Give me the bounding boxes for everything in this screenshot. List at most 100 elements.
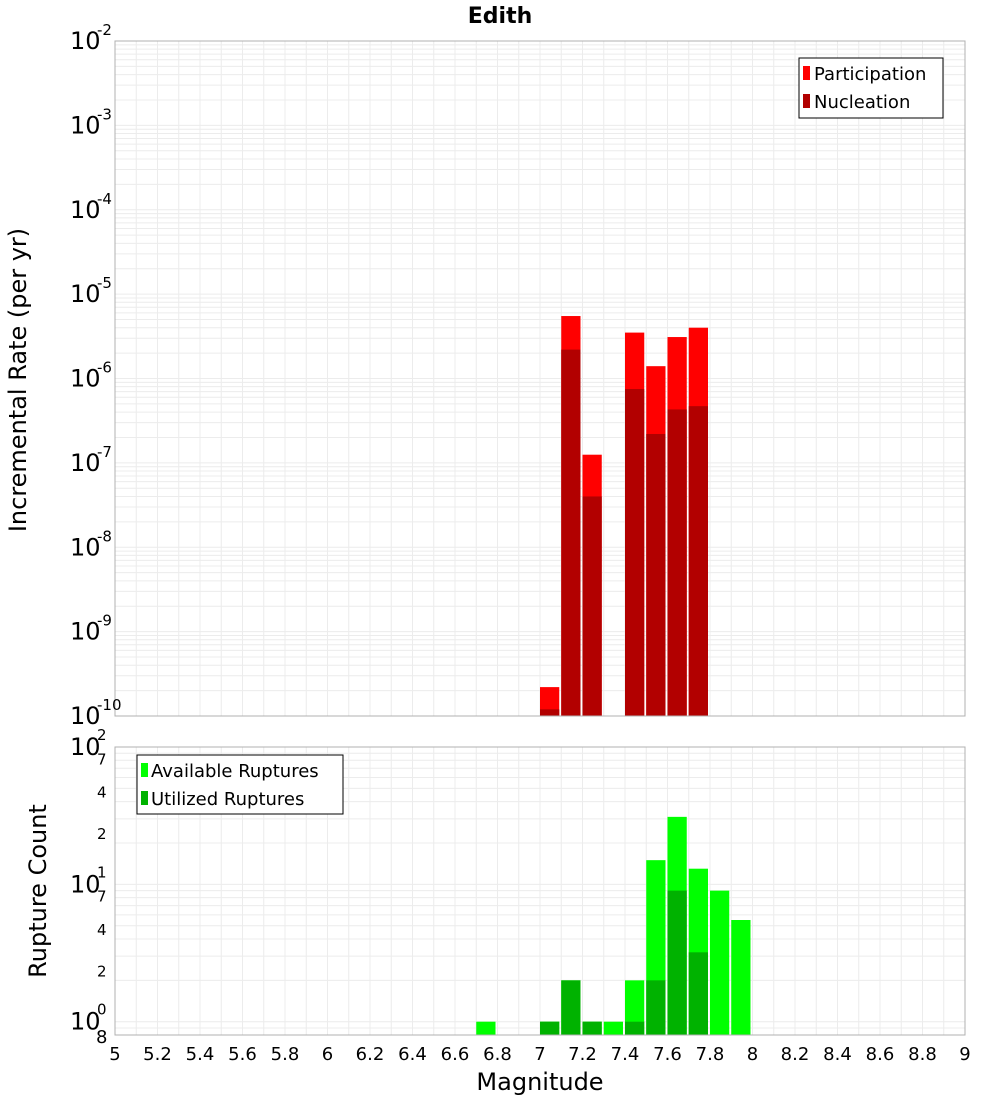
top-y-tick-5: 10-5 bbox=[70, 274, 112, 308]
x-tick-6: 6.2 bbox=[356, 1044, 385, 1065]
top-y-tick-base: 10 bbox=[70, 449, 101, 477]
bottom-y-minor-tick-2: 4 bbox=[97, 921, 107, 939]
rate-bar-1-2 bbox=[582, 496, 602, 716]
x-tick-1: 5.2 bbox=[143, 1044, 172, 1065]
top-y-tick-base: 10 bbox=[70, 280, 101, 308]
top-y-tick-exp: -10 bbox=[97, 696, 122, 714]
bottom-y-minor-tick-0: 8 bbox=[96, 1027, 107, 1048]
count-bar-0-9 bbox=[710, 890, 730, 1035]
x-tick-13: 7.6 bbox=[653, 1044, 682, 1065]
count-bar-1-3 bbox=[625, 1021, 645, 1035]
rate-bar-1-0 bbox=[540, 709, 560, 716]
top-y-tick-base: 10 bbox=[70, 533, 101, 561]
bottom-y-minor-tick-4: 2 bbox=[97, 825, 107, 843]
bottom-y-tick-base: 10 bbox=[70, 733, 101, 761]
count-bar-0-4 bbox=[603, 1021, 623, 1035]
bottom-legend: Available Ruptures Utilized Ruptures bbox=[136, 754, 344, 815]
x-tick-12: 7.4 bbox=[611, 1044, 640, 1065]
x-tick-3: 5.6 bbox=[228, 1044, 257, 1065]
bottom-y-minor-tick-1: 2 bbox=[97, 962, 107, 980]
legend-label-nucleation: Nucleation bbox=[814, 92, 910, 113]
x-tick-4: 5.8 bbox=[271, 1044, 300, 1065]
count-bar-1-1 bbox=[561, 980, 581, 1035]
top-legend-box bbox=[798, 57, 944, 119]
top-gridlines bbox=[114, 41, 966, 717]
legend-swatch-nucleation bbox=[803, 94, 810, 108]
bottom-x-ticks: 5 5.2 5.4 5.6 5.8 6 6.2 6.4 6.6 6.8 7 7.2 7.4 7.6 7.8 8… bbox=[109, 1044, 970, 1065]
top-y-tick-1: 10-9 bbox=[70, 612, 112, 646]
rate-bar-1-5 bbox=[667, 409, 687, 716]
rate-bar-1-4 bbox=[646, 433, 666, 716]
x-tick-18: 8.6 bbox=[866, 1044, 895, 1065]
top-y-tick-2: 10-8 bbox=[70, 527, 112, 561]
bottom-y-major-tick-0: 100 bbox=[70, 1001, 107, 1036]
bottom-y-tick-exp: 1 bbox=[97, 863, 107, 881]
x-tick-17: 8.4 bbox=[823, 1044, 852, 1065]
count-bar-0-10 bbox=[731, 920, 751, 1035]
bottom-y-tick-exp: 0 bbox=[97, 1001, 107, 1019]
count-bar-1-2 bbox=[582, 1021, 602, 1035]
bottom-y-tick-exp: 2 bbox=[97, 726, 107, 744]
x-tick-0: 5 bbox=[109, 1044, 120, 1065]
count-bar-0-5 bbox=[625, 980, 645, 1035]
top-y-tick-base: 10 bbox=[70, 27, 101, 55]
bottom-y-minor-tick-6: 7 bbox=[97, 750, 107, 768]
top-y-tick-base: 10 bbox=[70, 111, 101, 139]
x-tick-15: 8 bbox=[747, 1044, 758, 1065]
top-y-tick-4: 10-6 bbox=[70, 359, 112, 393]
bottom-y-tick-base: 10 bbox=[70, 1008, 101, 1036]
top-legend: Participation Nucleation bbox=[798, 57, 944, 119]
top-y-tick-8: 10-2 bbox=[70, 21, 112, 55]
top-y-tick-exp: -3 bbox=[97, 105, 112, 123]
count-bar-1-4 bbox=[646, 980, 666, 1035]
top-y-tick-exp: -4 bbox=[97, 190, 112, 208]
top-y-tick-base: 10 bbox=[70, 618, 101, 646]
chart-title: Edith bbox=[468, 4, 533, 29]
legend-label-participation: Participation bbox=[814, 64, 926, 85]
legend-swatch-participation bbox=[803, 66, 810, 80]
bottom-plot-border bbox=[114, 746, 966, 1036]
top-y-tick-base: 10 bbox=[70, 702, 101, 730]
top-y-tick-7: 10-3 bbox=[70, 105, 112, 139]
top-y-tick-exp: -7 bbox=[97, 443, 112, 461]
x-tick-8: 6.6 bbox=[441, 1044, 470, 1065]
top-y-tick-exp: -2 bbox=[97, 21, 112, 39]
x-tick-7: 6.4 bbox=[398, 1044, 427, 1065]
top-y-tick-6: 10-4 bbox=[70, 190, 112, 224]
legend-label-available: Available Ruptures bbox=[151, 761, 319, 782]
x-tick-20: 9 bbox=[959, 1044, 970, 1065]
bottom-y-major-tick-2: 102 bbox=[70, 726, 107, 761]
count-bar-1-5 bbox=[667, 890, 687, 1035]
top-y-tick-exp: -8 bbox=[97, 527, 112, 545]
x-tick-5: 6 bbox=[322, 1044, 333, 1065]
bottom-y-minor-tick-3: 7 bbox=[97, 888, 107, 906]
rate-bar-1-3 bbox=[625, 389, 645, 716]
x-tick-19: 8.8 bbox=[908, 1044, 937, 1065]
top-y-tick-base: 10 bbox=[70, 196, 101, 224]
bottom-y-axis-label: Rupture Count bbox=[24, 804, 52, 978]
legend-label-utilized: Utilized Ruptures bbox=[151, 789, 304, 810]
count-bar-1-6 bbox=[688, 952, 708, 1035]
bottom-bars bbox=[476, 816, 751, 1035]
top-y-tick-3: 10-7 bbox=[70, 443, 112, 477]
rate-bar-1-6 bbox=[688, 406, 708, 716]
legend-swatch-utilized bbox=[141, 791, 148, 805]
top-y-tick-exp: -9 bbox=[97, 612, 112, 630]
x-tick-10: 7 bbox=[534, 1044, 545, 1065]
rate-bar-1-1 bbox=[561, 349, 581, 716]
top-y-tick-exp: -6 bbox=[97, 359, 112, 377]
x-tick-11: 7.2 bbox=[568, 1044, 597, 1065]
bottom-y-major-tick-1: 101 bbox=[70, 863, 107, 898]
top-plot-border bbox=[114, 40, 966, 717]
top-y-tick-0: 10-10 bbox=[70, 696, 122, 730]
top-bars bbox=[540, 316, 708, 716]
bottom-legend-box bbox=[136, 754, 344, 815]
x-axis-label: Magnitude bbox=[476, 1068, 603, 1096]
top-y-axis-label: Incremental Rate (per yr) bbox=[4, 228, 32, 532]
x-tick-9: 6.8 bbox=[483, 1044, 512, 1065]
